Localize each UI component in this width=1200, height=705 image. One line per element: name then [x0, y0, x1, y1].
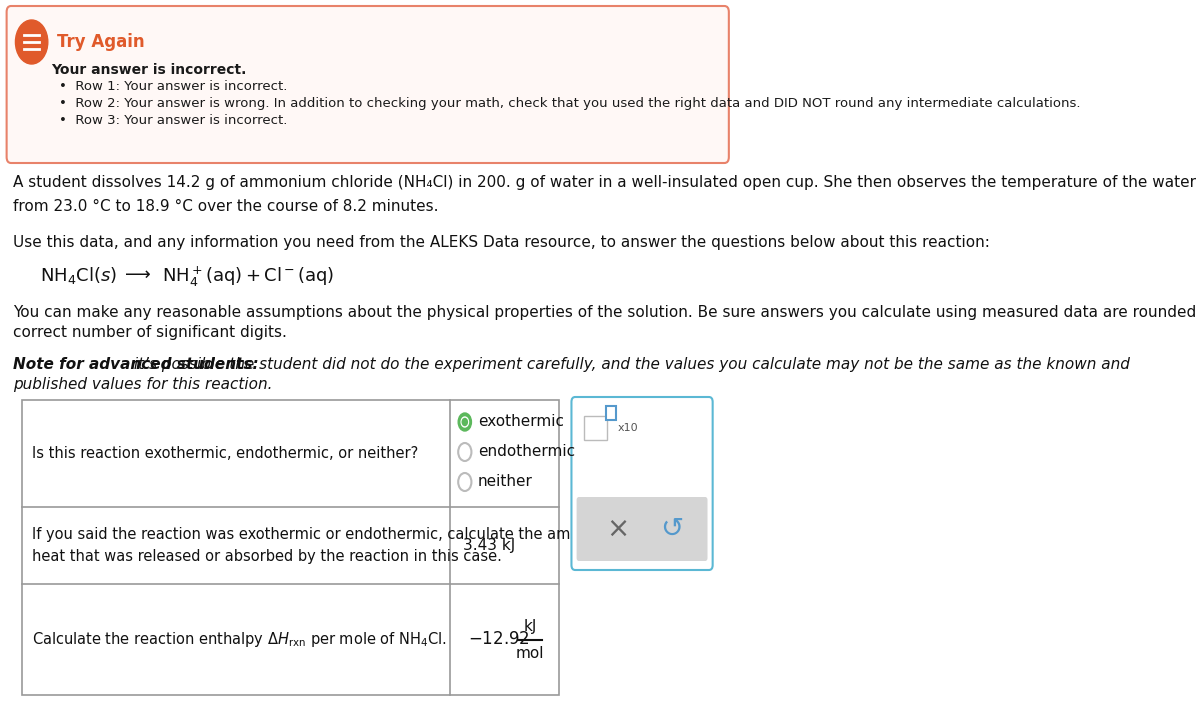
- Text: kJ: kJ: [523, 619, 536, 634]
- Text: x10: x10: [618, 423, 638, 433]
- Text: You can make any reasonable assumptions about the physical properties of the sol: You can make any reasonable assumptions …: [13, 305, 1200, 320]
- Text: 3.43 kJ: 3.43 kJ: [463, 538, 516, 553]
- Text: Your answer is incorrect.: Your answer is incorrect.: [52, 63, 247, 77]
- Text: Calculate the reaction enthalpy $\Delta H_{\mathrm{rxn}}$ per mole of NH$_4$Cl.: Calculate the reaction enthalpy $\Delta …: [32, 630, 446, 649]
- Text: ↺: ↺: [660, 515, 683, 543]
- Text: Is this reaction exothermic, endothermic, or neither?: Is this reaction exothermic, endothermic…: [32, 446, 419, 461]
- Text: $\longrightarrow$: $\longrightarrow$: [121, 265, 151, 283]
- Circle shape: [462, 419, 467, 426]
- FancyBboxPatch shape: [7, 6, 728, 163]
- Circle shape: [16, 20, 48, 64]
- Text: $\mathrm{NH_4Cl}(s)$: $\mathrm{NH_4Cl}(s)$: [41, 265, 118, 286]
- Text: A student dissolves 14.2 g of ammonium chloride (NH₄Cl) in 200. g of water in a : A student dissolves 14.2 g of ammonium c…: [13, 175, 1200, 190]
- Bar: [584, 416, 607, 440]
- Circle shape: [461, 417, 468, 427]
- Text: •  Row 2: Your answer is wrong. In addition to checking your math, check that yo: • Row 2: Your answer is wrong. In additi…: [59, 97, 1080, 111]
- Text: exothermic: exothermic: [478, 415, 564, 429]
- Text: •  Row 3: Your answer is incorrect.: • Row 3: Your answer is incorrect.: [59, 114, 287, 128]
- Text: mol: mol: [516, 646, 545, 661]
- Bar: [22, 400, 559, 695]
- Text: If you said the reaction was exothermic or endothermic, calculate the amount of
: If you said the reaction was exothermic …: [32, 527, 623, 564]
- Circle shape: [458, 413, 472, 431]
- Text: $\mathrm{NH_4^+(aq) + Cl^-(aq)}$: $\mathrm{NH_4^+(aq) + Cl^-(aq)}$: [162, 265, 334, 289]
- Text: published values for this reaction.: published values for this reaction.: [13, 377, 272, 392]
- Text: $-12.92$: $-12.92$: [468, 630, 530, 649]
- FancyBboxPatch shape: [576, 497, 708, 561]
- FancyBboxPatch shape: [571, 397, 713, 570]
- Text: ×: ×: [606, 515, 630, 543]
- Text: Note for advanced students:: Note for advanced students:: [13, 357, 259, 372]
- Text: endothermic: endothermic: [478, 444, 575, 460]
- Text: •  Row 1: Your answer is incorrect.: • Row 1: Your answer is incorrect.: [59, 80, 287, 94]
- Text: from 23.0 °C to 18.9 °C over the course of 8.2 minutes.: from 23.0 °C to 18.9 °C over the course …: [13, 199, 439, 214]
- Text: it’s possible the student did not do the experiment carefully, and the values yo: it’s possible the student did not do the…: [130, 357, 1130, 372]
- Text: neither: neither: [478, 474, 533, 489]
- Text: correct number of significant digits.: correct number of significant digits.: [13, 325, 287, 340]
- Text: Use this data, and any information you need from the ALEKS Data resource, to ans: Use this data, and any information you n…: [13, 235, 990, 250]
- Text: Try Again: Try Again: [56, 33, 144, 51]
- Bar: [606, 406, 617, 420]
